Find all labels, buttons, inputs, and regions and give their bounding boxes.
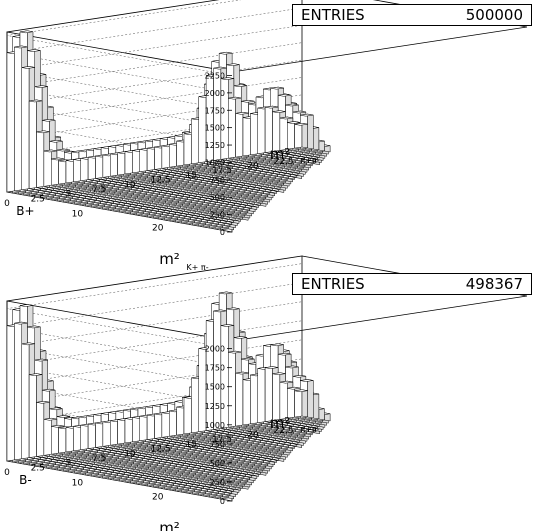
bar-front — [183, 132, 192, 166]
z-tick-label: 500 — [210, 193, 225, 202]
bar-front — [294, 122, 303, 149]
x-tick-label: 5 — [66, 190, 72, 200]
z-tick-label: 2000 — [205, 89, 225, 98]
bar-front — [242, 116, 251, 157]
bar-front — [235, 111, 244, 158]
gridline — [6, 263, 303, 349]
x-tick-label: 2.5 — [31, 194, 45, 204]
z-tick-label: 250 — [210, 211, 225, 220]
y-axis-label: m² — [159, 250, 180, 268]
bar-front — [21, 66, 30, 191]
histogram-bars — [6, 30, 331, 231]
bar-front — [6, 51, 15, 193]
bar-front — [102, 153, 111, 178]
bar-front — [95, 154, 104, 179]
bar-front — [58, 159, 67, 185]
x-tick-label: 20 — [247, 162, 259, 172]
x-tick-label: 10 — [124, 180, 136, 190]
bar-front — [73, 158, 81, 183]
bar-front — [132, 149, 140, 174]
bar-front — [110, 152, 118, 177]
x-tick-label: 0 — [4, 199, 10, 209]
plot-title: B+ — [16, 204, 34, 218]
bar-front — [87, 155, 96, 180]
bar-front — [146, 146, 155, 171]
bar-front — [139, 147, 148, 173]
bar-front — [80, 156, 89, 182]
bar-front — [169, 142, 177, 168]
top-edge — [231, 26, 528, 73]
z-tick-label: 1500 — [205, 124, 225, 133]
bar-front — [51, 157, 59, 186]
bar-front — [43, 149, 52, 187]
bar-front — [117, 151, 126, 176]
x-axis-subscript: π+π- — [300, 156, 319, 165]
z-tick-label: 750 — [210, 176, 225, 185]
top-edge — [231, 295, 528, 342]
y-tick-label: 20 — [152, 224, 164, 234]
bar-front — [124, 150, 133, 175]
bar-front — [191, 117, 199, 165]
bar-side — [307, 113, 314, 150]
bar-front — [36, 130, 45, 188]
z-tick-label: 2250 — [205, 71, 225, 80]
histogram-bars — [6, 291, 331, 500]
bar-front — [250, 112, 258, 156]
bar-front — [65, 159, 74, 184]
bar-front — [28, 99, 37, 189]
x-tick-label: 15 — [186, 171, 197, 181]
z-tick-label: 1250 — [205, 141, 225, 150]
bar-side — [301, 122, 308, 149]
bar-front — [161, 144, 170, 169]
bar-front — [176, 139, 185, 167]
bar-side — [313, 126, 320, 151]
y-tick-label: 10 — [72, 209, 84, 219]
bar-front — [257, 106, 266, 155]
z-tick-label: 0 — [220, 228, 225, 237]
bar-front — [154, 145, 163, 170]
z-tick-label: 1750 — [205, 106, 225, 115]
x-tick-label: 12.5 — [151, 176, 171, 186]
gridline — [6, 0, 242, 76]
x-tick-label: 7.5 — [92, 185, 106, 195]
gridline — [6, 7, 303, 94]
bar-front — [14, 45, 22, 192]
x-axis-label: m² — [270, 145, 291, 163]
x-tick-label: 17.5 — [212, 166, 232, 176]
